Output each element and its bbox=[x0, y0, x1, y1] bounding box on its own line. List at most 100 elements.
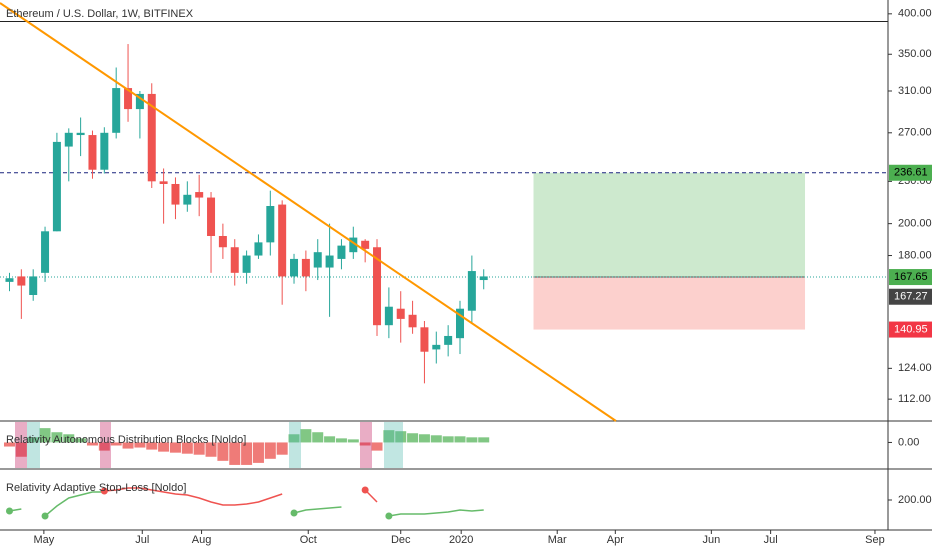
x-tick-label: Dec bbox=[391, 534, 411, 546]
segment-start bbox=[100, 487, 108, 495]
segment-start bbox=[385, 512, 393, 520]
segment-start bbox=[361, 486, 369, 494]
candle-body bbox=[147, 93, 156, 182]
x-tick-label: May bbox=[33, 534, 54, 546]
histogram-bar bbox=[442, 436, 454, 443]
candle-body bbox=[41, 231, 50, 273]
histogram-bar bbox=[347, 439, 359, 443]
candle-body bbox=[171, 183, 180, 205]
price-badge bbox=[889, 164, 932, 181]
histogram-bar bbox=[430, 435, 442, 443]
candle-body bbox=[183, 194, 192, 205]
candle-body bbox=[242, 255, 251, 273]
histogram-bar bbox=[229, 442, 241, 465]
candle-body bbox=[218, 235, 227, 248]
profit-zone bbox=[533, 172, 806, 278]
histogram-bar bbox=[51, 432, 63, 443]
candle-body bbox=[290, 258, 299, 277]
x-tick-label: Apr bbox=[607, 534, 624, 546]
candle-body bbox=[29, 276, 38, 295]
candle-body bbox=[349, 237, 358, 253]
histogram-bar bbox=[110, 442, 122, 446]
candle-body bbox=[100, 132, 109, 170]
histogram-bar bbox=[383, 430, 395, 443]
candle-body bbox=[337, 245, 346, 259]
candle-body bbox=[396, 308, 405, 319]
candle-body bbox=[444, 335, 453, 345]
histogram-bar bbox=[359, 442, 371, 446]
candle-body bbox=[479, 276, 488, 281]
highlight bbox=[27, 422, 40, 468]
price-badge-label: 167.27 bbox=[894, 291, 928, 303]
highlight bbox=[100, 422, 111, 468]
candle-body bbox=[207, 197, 216, 236]
y-tick-label: 200.00 bbox=[898, 494, 932, 506]
histogram-bar bbox=[3, 442, 15, 447]
candle-body bbox=[266, 206, 275, 243]
candle-body bbox=[467, 271, 476, 311]
candle-body bbox=[76, 132, 85, 136]
y-tick-label: 112.00 bbox=[898, 393, 931, 405]
segment-start bbox=[5, 507, 13, 515]
histogram-bar bbox=[193, 442, 205, 455]
histogram-bar bbox=[288, 434, 300, 443]
x-tick-label: Oct bbox=[300, 534, 317, 546]
histogram-bar bbox=[252, 442, 264, 463]
histogram-bar bbox=[264, 442, 276, 459]
candle-body bbox=[159, 181, 168, 184]
segment-start bbox=[290, 509, 298, 517]
candle-body bbox=[361, 240, 370, 249]
candle-body bbox=[88, 135, 97, 170]
price-badge-label: 236.61 bbox=[894, 167, 928, 179]
stop-loss-line bbox=[9, 491, 484, 517]
candle-body bbox=[5, 278, 14, 282]
y-tick-label: 0.00 bbox=[898, 436, 919, 448]
candle-body bbox=[254, 242, 263, 256]
histogram-bar bbox=[27, 437, 39, 443]
highlight bbox=[384, 422, 403, 468]
x-tick-label: Jul bbox=[135, 534, 149, 546]
y-tick-label: 124.00 bbox=[898, 362, 932, 374]
x-tick-label: Jun bbox=[702, 534, 720, 546]
histogram-bar bbox=[122, 442, 134, 449]
x-tick-label: Mar bbox=[548, 534, 567, 546]
histogram-bar bbox=[86, 442, 98, 446]
highlights bbox=[15, 422, 403, 468]
indicator-title: Relativity Adaptive Stop-Loss [Noldo] bbox=[6, 482, 186, 494]
candle-body bbox=[112, 88, 121, 133]
candle-body bbox=[52, 141, 61, 232]
candle-body bbox=[408, 314, 417, 328]
x-tick-label: Aug bbox=[192, 534, 212, 546]
chart-title: Ethereum / U.S. Dollar, 1W, BITFINEX bbox=[6, 8, 194, 20]
loss-zone bbox=[533, 277, 806, 330]
candle-body bbox=[278, 204, 287, 277]
candle-body bbox=[230, 247, 239, 273]
y-tick-label: 400.00 bbox=[898, 8, 932, 20]
candle-body bbox=[124, 88, 133, 110]
highlight bbox=[15, 422, 27, 468]
histogram-bar bbox=[39, 428, 51, 443]
price-badge-label: 140.95 bbox=[894, 323, 928, 335]
y-tick-label: 310.00 bbox=[898, 85, 932, 97]
histogram-bar bbox=[181, 442, 193, 454]
histogram-bar bbox=[15, 442, 27, 457]
candle-body bbox=[432, 344, 441, 350]
segment-start bbox=[41, 512, 49, 520]
histogram-bar bbox=[312, 432, 324, 443]
x-tick-label: 2020 bbox=[449, 534, 473, 546]
histogram-bar bbox=[134, 442, 146, 448]
x-tick-label: Jul bbox=[764, 534, 778, 546]
histogram-bar bbox=[169, 442, 181, 453]
indicator-title: Relativity Autonomous Distribution Block… bbox=[6, 434, 246, 446]
price-badge-label: 167.65 bbox=[894, 271, 928, 283]
histogram-bar bbox=[75, 438, 87, 443]
histogram-bar bbox=[205, 442, 217, 457]
histogram-bar bbox=[466, 437, 478, 443]
candle-body bbox=[301, 258, 310, 277]
trend-line bbox=[0, 2, 617, 422]
histogram-bar bbox=[300, 429, 312, 443]
candle-body bbox=[456, 308, 465, 339]
histogram-bar bbox=[146, 442, 158, 450]
